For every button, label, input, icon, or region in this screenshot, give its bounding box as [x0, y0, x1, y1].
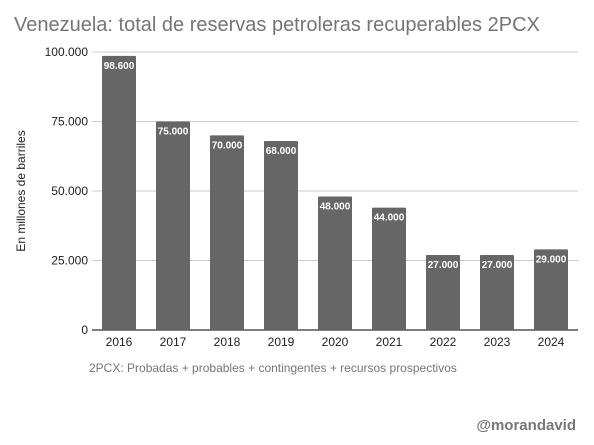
- bar: [156, 121, 190, 330]
- credit-handle: @morandavid: [476, 417, 576, 434]
- bars: 98.600 75.000 70.000 68.000 48.000 44.000 27.0…: [102, 55, 568, 330]
- y-axis-ticks: 0 25.000 50.000 75.000 100.000: [45, 45, 89, 337]
- bar: [102, 55, 136, 330]
- data-label: 75.000: [158, 127, 189, 138]
- data-label: 98.600: [104, 61, 135, 72]
- x-tick-label: 2021: [376, 335, 403, 349]
- data-label: 48.000: [320, 202, 351, 213]
- data-label: 68.000: [266, 146, 297, 157]
- y-tick-label: 75.000: [51, 115, 88, 129]
- x-tick-label: 2022: [430, 335, 457, 349]
- x-tick-label: 2023: [484, 335, 511, 349]
- data-label: 70.000: [212, 140, 243, 151]
- bar: [426, 254, 460, 330]
- x-axis-ticks: 2016 2017 2018 2019 2020 2021 2022 2023 2024: [106, 335, 565, 349]
- x-tick-label: 2024: [538, 335, 565, 349]
- y-tick-label: 25.000: [51, 254, 88, 268]
- x-tick-label: 2020: [322, 335, 349, 349]
- footnote: 2PCX: Probadas + probables + contingente…: [89, 361, 457, 375]
- y-axis-label: En millones de barriles: [14, 130, 28, 251]
- data-label: 27.000: [428, 260, 459, 271]
- bar: [480, 254, 514, 330]
- x-tick-label: 2018: [214, 335, 241, 349]
- x-tick-label: 2017: [160, 335, 187, 349]
- x-tick-label: 2019: [268, 335, 295, 349]
- chart-title: Venezuela: total de reservas petroleras …: [14, 14, 540, 36]
- data-label: 44.000: [374, 213, 405, 224]
- bar: [534, 249, 568, 330]
- data-label: 29.000: [536, 254, 567, 265]
- y-tick-label: 50.000: [51, 184, 88, 198]
- bar: [318, 196, 352, 330]
- bar: [210, 135, 244, 330]
- bar: [372, 207, 406, 330]
- bar: [264, 140, 298, 330]
- y-tick-label: 100.000: [45, 45, 89, 59]
- data-label: 27.000: [482, 260, 513, 271]
- x-tick-label: 2016: [106, 335, 133, 349]
- y-tick-label: 0: [81, 323, 88, 337]
